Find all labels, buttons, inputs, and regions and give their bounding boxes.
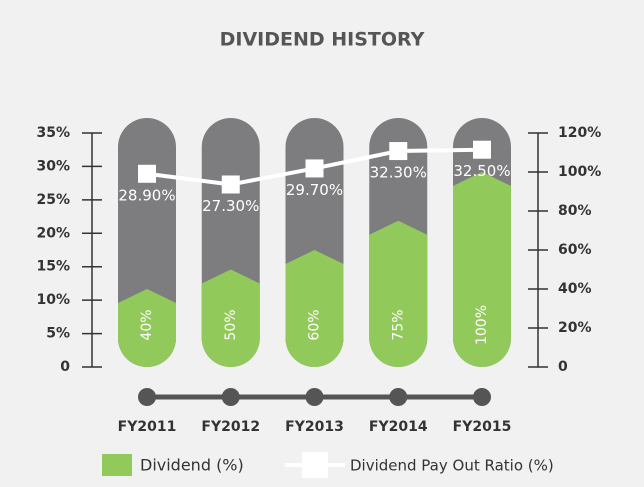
line-marker — [305, 159, 324, 178]
line-value-label: 29.70% — [286, 181, 343, 199]
bar — [453, 172, 511, 367]
y-tick-label: 20% — [36, 225, 70, 241]
line-value-label: 28.90% — [118, 186, 175, 204]
y2-tick-label: 60% — [558, 242, 592, 258]
bar — [201, 269, 260, 367]
timeline-dot — [305, 388, 324, 406]
line-value-label: 32.50% — [453, 162, 510, 180]
timeline-dot — [389, 388, 408, 406]
y-tick-label: 5% — [46, 326, 70, 342]
line-marker — [221, 175, 240, 194]
legend-label: Dividend (%) — [140, 456, 244, 475]
x-tick-label: FY2014 — [369, 419, 428, 435]
timeline-dot — [138, 388, 156, 406]
bar-value-label: 40% — [139, 309, 155, 340]
y2-tick-label: 120% — [558, 125, 601, 141]
x-tick-label: FY2015 — [453, 419, 512, 435]
line-marker — [389, 142, 408, 161]
line-marker — [138, 164, 156, 183]
y2-tick-label: 0 — [558, 359, 568, 375]
y2-tick-label: 20% — [558, 320, 592, 336]
bar — [369, 220, 428, 367]
y2-tick-label: 80% — [558, 203, 592, 219]
y-tick-label: 10% — [36, 292, 70, 308]
bar-value-label: 60% — [307, 309, 323, 340]
y-tick-label: 25% — [36, 192, 70, 208]
bar — [118, 289, 176, 367]
x-tick-label: FY2011 — [118, 419, 177, 435]
y2-tick-label: 40% — [558, 281, 592, 297]
timeline-dot — [221, 388, 240, 406]
legend-label: Dividend Pay Out Ratio (%) — [350, 457, 554, 475]
legend-marker — [302, 452, 328, 478]
y2-tick-label: 100% — [558, 164, 601, 180]
bar-value-label: 100% — [474, 305, 490, 345]
timeline-dot — [473, 388, 491, 406]
x-tick-label: FY2012 — [201, 419, 260, 435]
y-tick-label: 30% — [36, 158, 70, 174]
y-tick-label: 0 — [60, 359, 70, 375]
line-marker — [473, 140, 491, 159]
bar-value-label: 75% — [390, 309, 406, 340]
bar-value-label: 50% — [223, 309, 239, 340]
y-tick-label: 35% — [36, 125, 70, 141]
chart-title: DIVIDEND HISTORY — [220, 29, 425, 51]
x-tick-label: FY2013 — [285, 419, 344, 435]
bar — [285, 250, 344, 367]
line-value-label: 32.30% — [370, 164, 427, 182]
legend-swatch — [102, 454, 132, 476]
line-value-label: 27.30% — [202, 197, 259, 215]
y-tick-label: 15% — [36, 259, 70, 275]
